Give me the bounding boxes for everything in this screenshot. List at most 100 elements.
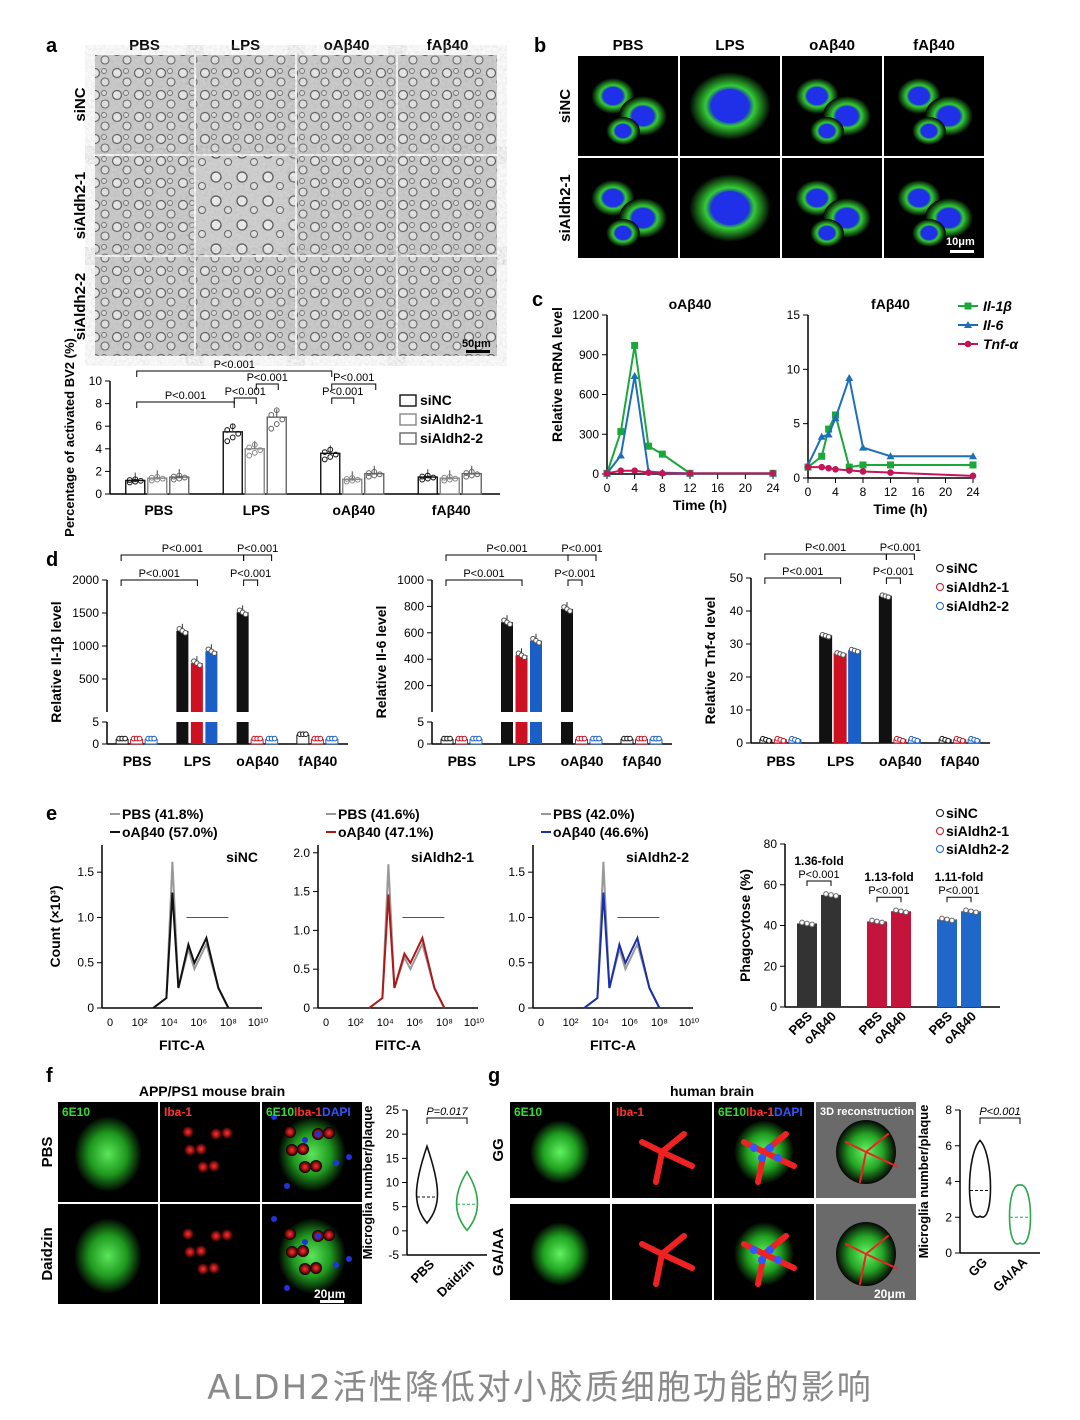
data-point xyxy=(441,477,448,484)
p-value: P<0.001 xyxy=(486,543,527,555)
panel-a-column-labels: PBS LPS oAβ40 fAβ40 xyxy=(129,37,468,54)
dapi-nucleus xyxy=(315,1233,321,1239)
panel-e-letter: e xyxy=(46,803,57,825)
y-tick-label: 1.5 xyxy=(293,885,310,899)
x-tick-label: GG xyxy=(965,1255,990,1280)
microglia xyxy=(210,1230,222,1242)
x-tick-label: 10⁸ xyxy=(436,1017,453,1029)
legend-marker xyxy=(936,845,944,853)
data-point xyxy=(271,735,278,742)
column-label: PBS xyxy=(613,37,644,54)
data-point xyxy=(630,371,639,379)
data-point xyxy=(658,450,666,458)
nucleus xyxy=(819,226,835,240)
panel-a-scale-bar xyxy=(466,350,490,353)
y-tick-label: 1000 xyxy=(72,639,99,653)
x-tick-label: 10¹⁰ xyxy=(464,1017,485,1029)
legend-marker xyxy=(936,602,944,610)
data-point xyxy=(874,918,880,925)
data-point xyxy=(939,915,945,922)
y-tick-label: 30 xyxy=(730,637,744,651)
y-tick-label: 20 xyxy=(730,670,744,684)
legend-marker xyxy=(936,564,944,572)
x-tick-label: 10⁶ xyxy=(621,1017,638,1029)
dapi-nucleus xyxy=(758,1154,766,1162)
dapi-nucleus xyxy=(750,1246,758,1254)
x-tick-label: 4 xyxy=(832,485,839,499)
y-tick-label: 6 xyxy=(95,419,102,433)
significance-bracket xyxy=(331,397,355,404)
y-tick-label: 600 xyxy=(404,626,424,640)
nucleus xyxy=(711,191,749,225)
data-point xyxy=(463,470,470,476)
legend-label: Tnf-α xyxy=(983,336,1019,352)
dapi-nucleus xyxy=(271,1216,277,1222)
p-value: P<0.001 xyxy=(805,542,846,554)
p-value: P<0.001 xyxy=(214,359,255,371)
data-point xyxy=(229,423,236,430)
data-point xyxy=(332,735,338,742)
p-value: P<0.001 xyxy=(333,372,374,384)
fold-change: 1.11-fold xyxy=(935,870,984,884)
column-label: fAβ40 xyxy=(427,37,469,54)
y-tick-label: -5 xyxy=(388,1248,399,1262)
data-point xyxy=(859,468,867,475)
violin xyxy=(415,1143,439,1225)
figure-caption: ALDH2活性降低对小胶质细胞功能的影响 xyxy=(207,1368,873,1408)
y-axis-label: Relative Tnf-α level xyxy=(702,597,718,725)
legend-swatch xyxy=(399,413,417,426)
bar xyxy=(833,653,847,744)
data-point xyxy=(349,477,356,484)
y-tick-label: 40 xyxy=(764,919,778,933)
x-tick-label: 0 xyxy=(538,1017,544,1029)
x-tick-label: 10⁶ xyxy=(190,1017,207,1029)
data-point xyxy=(617,428,625,436)
panel-e-histograms: 0 0.5 1.0 1.5 0 10² 10⁴ 10⁶ 10⁸ 10¹⁰ FITC-A Count (… xyxy=(47,806,700,1053)
data-point xyxy=(968,908,974,915)
data-point xyxy=(817,432,826,440)
y-tick-label: 0 xyxy=(87,1001,94,1015)
micrograph-texture xyxy=(196,55,295,154)
bar xyxy=(937,919,957,1007)
y-axis-label: Phagocytose (%) xyxy=(737,869,753,982)
data-point xyxy=(963,907,969,914)
dapi-nucleus xyxy=(766,1246,774,1254)
data-point xyxy=(824,430,833,438)
y-tick-label: 900 xyxy=(579,348,599,362)
data-point xyxy=(197,662,203,668)
stain-label: Iba-1 xyxy=(164,1105,192,1119)
bar xyxy=(205,651,218,712)
microglia xyxy=(310,1160,322,1172)
y-tick-label: 5 xyxy=(92,715,99,729)
panel-d-letter: d xyxy=(46,549,58,571)
dapi-nucleus xyxy=(284,1183,290,1189)
y-tick-label: 5 xyxy=(417,715,424,729)
y-tick-label: 60 xyxy=(764,878,778,892)
data-point xyxy=(176,475,183,482)
scale-bar xyxy=(320,1300,344,1303)
data-point xyxy=(424,472,431,479)
y-tick-label: 1200 xyxy=(572,308,599,322)
nucleus xyxy=(819,124,835,138)
y-axis-label: Relative mRNA level xyxy=(549,307,565,442)
x-axis-label: FITC-A xyxy=(159,1037,205,1053)
legend-label: siNC xyxy=(420,392,452,408)
data-point xyxy=(885,594,892,600)
data-point xyxy=(246,452,253,459)
stain-label-part: 6E10 xyxy=(718,1105,746,1119)
x-tick-label: 10¹⁰ xyxy=(679,1017,700,1029)
panel-f-title: APP/PS1 mouse brain xyxy=(139,1083,285,1099)
data-point xyxy=(596,735,602,742)
microglia xyxy=(323,1127,335,1139)
plaque xyxy=(530,1120,590,1184)
p-value: P<0.001 xyxy=(162,543,203,555)
microglia xyxy=(184,1144,196,1156)
x-tick-label: PBS xyxy=(408,1256,438,1286)
x-tick-label: 10⁴ xyxy=(161,1017,178,1029)
significance-bracket xyxy=(243,554,273,561)
legend-label: siAldh2-1 xyxy=(946,579,1009,595)
microglia xyxy=(208,1160,220,1172)
data-point xyxy=(845,467,853,474)
data-point xyxy=(235,430,242,437)
